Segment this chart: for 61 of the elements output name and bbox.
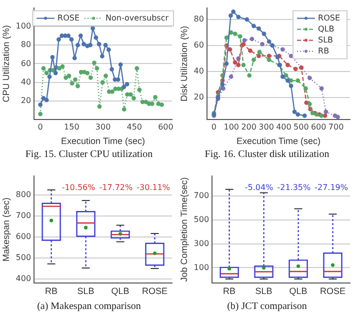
legend-label: SLB [318, 35, 334, 44]
x-tick-label: RB [45, 286, 58, 296]
y-tick-label: 20 [20, 96, 32, 106]
y-axis-title: Job Completion Time(sec) [178, 177, 189, 282]
legend-label: Non-oversubscr [106, 13, 170, 22]
x-tick-label: 200 [241, 122, 256, 132]
x-tick-label: 600 [158, 122, 174, 132]
caption: Fig. 16. Cluster disk utilization [204, 149, 330, 160]
y-tick-label: 40 [20, 77, 32, 86]
x-tick-label: QLB [289, 286, 308, 296]
x-tick-label: 100 [224, 122, 240, 132]
x-tick-label: 150 [64, 122, 80, 132]
legend-label: RB [318, 46, 330, 56]
y-tick-label: 500 [16, 253, 32, 262]
x-tick-label: 600 [310, 122, 326, 132]
y-tick-label: 100 [16, 22, 32, 31]
y-tick-label: 600 [16, 232, 32, 241]
x-tick-label: SLB [77, 286, 94, 296]
y-axis-title: Disk Utilization (%) [178, 26, 189, 102]
x-tick-label: 300 [95, 122, 111, 132]
text: (a) Makespan comparison [36, 301, 142, 312]
x-tick-label: RB [223, 286, 236, 296]
x-tick-label: QLB [111, 286, 130, 296]
annotation: -27.19% [314, 182, 348, 192]
x-tick-label: ROSE [320, 286, 346, 296]
y-tick-label: 700 [194, 191, 210, 200]
annotation: -30.11% [136, 182, 170, 192]
x-tick-label: 700 [328, 122, 344, 132]
annotation: -10.56% [62, 182, 96, 192]
y-tick-label: 80 [194, 14, 204, 24]
x-axis-title: Execution Time (sec) [236, 136, 321, 146]
x-tick-label: 300 [258, 122, 274, 132]
y-tick-label: 400 [16, 274, 32, 284]
x-tick-label: 450 [126, 122, 142, 132]
y-axis-title: CPU Utilization (%) [0, 25, 11, 102]
legend-label: ROSE [318, 13, 340, 22]
y-tick-label: 300 [194, 238, 210, 248]
legend-label: QLB [318, 24, 334, 34]
y-tick-label: 700 [16, 210, 32, 220]
y-tick-label: 500 [194, 215, 210, 224]
y-axis-title: Makespan (sec) [0, 197, 11, 262]
x-tick-label: 0 [38, 122, 43, 132]
x-tick-label: 0 [211, 122, 217, 132]
y-tick-label: 40 [194, 66, 204, 76]
y-tick-label: 100 [194, 262, 210, 272]
x-tick-label: 400 [276, 122, 292, 132]
annotation: -21.35% [277, 182, 312, 192]
annotation: -17.72% [99, 182, 134, 192]
x-axis-title: Execution Time (sec) [61, 136, 146, 146]
y-tick-label: 60 [194, 40, 204, 50]
caption: Fig. 15. Cluster CPU utilization [24, 149, 154, 160]
text: (b) JCT comparison [226, 301, 308, 312]
annotation: -5.04% [244, 182, 274, 192]
y-tick-label: 60 [20, 58, 32, 68]
y-tick-label: 20 [194, 92, 204, 102]
y-tick-label: 80 [20, 40, 32, 50]
legend-label: ROSE [58, 13, 80, 22]
x-tick-label: ROSE [142, 286, 168, 296]
x-tick-label: 500 [294, 122, 309, 132]
x-tick-label: SLB [255, 286, 272, 296]
y-tick-label: 800 [16, 190, 32, 199]
